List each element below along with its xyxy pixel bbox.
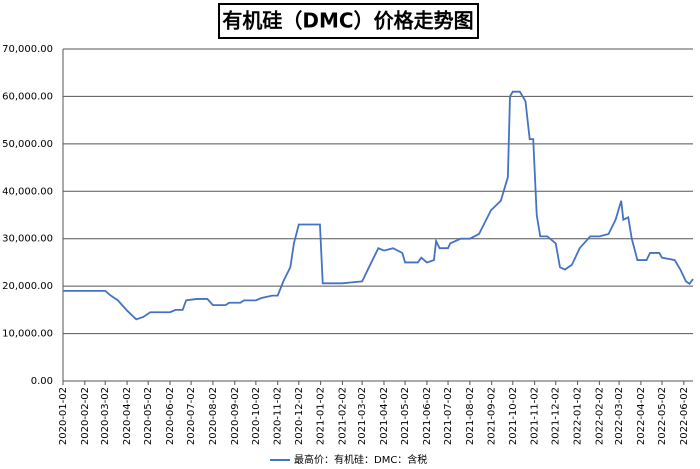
x-tick-label: 2020-10-02 — [251, 387, 262, 445]
x-tick-label: 2021-03-02 — [357, 387, 368, 445]
x-tick-label: 2020-03-02 — [100, 387, 111, 445]
x-tick-label: 2022-03-02 — [614, 387, 625, 445]
y-tick-label: 70,000.00 — [2, 44, 53, 55]
x-tick-label: 2020-04-02 — [122, 387, 133, 445]
title-box — [218, 3, 479, 39]
y-tick-label: 50,000.00 — [2, 139, 53, 150]
x-tick-label: 2020-05-02 — [143, 387, 154, 445]
x-tick-label: 2020-07-02 — [186, 387, 197, 445]
x-tick-label: 2021-02-02 — [337, 387, 348, 445]
y-tick-label: 60,000.00 — [2, 91, 53, 102]
x-tick-label: 2020-08-02 — [208, 387, 219, 445]
line-series — [63, 90, 694, 321]
y-tick-label: 30,000.00 — [2, 234, 53, 245]
x-tick-label: 2022-04-02 — [636, 387, 647, 445]
x-tick-label: 2021-09-02 — [487, 387, 498, 445]
x-tick-label: 2022-06-02 — [679, 387, 690, 445]
x-tick-label: 2020-01-02 — [58, 387, 69, 445]
x-tick-label: 2021-07-02 — [443, 387, 454, 445]
x-tick-label: 2020-06-02 — [165, 387, 176, 445]
x-tick-label: 2020-11-02 — [273, 387, 284, 445]
x-tick-label: 2021-11-02 — [530, 387, 541, 445]
legend-label: 最高价：有机硅：DMC：含税 — [294, 453, 427, 466]
x-tick-label: 2021-08-02 — [465, 387, 476, 445]
x-tick-label: 2021-12-02 — [551, 387, 562, 445]
x-tick-label: 2022-05-02 — [657, 387, 668, 445]
y-tick-label: 20,000.00 — [2, 281, 53, 292]
x-tick-label: 2021-05-02 — [400, 387, 411, 445]
x-tick-label: 2022-01-02 — [573, 387, 584, 445]
y-tick-label: 0.00 — [31, 376, 53, 387]
x-tick-label: 2021-04-02 — [379, 387, 390, 445]
y-tick-label: 40,000.00 — [2, 186, 53, 197]
x-tick-label: 2021-10-02 — [508, 387, 519, 445]
x-tick-label: 2020-12-02 — [294, 387, 305, 445]
x-tick-label: 2021-01-02 — [316, 387, 327, 445]
x-tick-label: 2022-02-02 — [594, 387, 605, 445]
y-tick-label: 10,000.00 — [2, 329, 53, 340]
x-tick-label: 2020-02-02 — [80, 387, 91, 445]
x-tick-label: 2020-09-02 — [230, 387, 241, 445]
chart-title: 有机硅（DMC）价格走势图 — [222, 9, 473, 33]
x-tick-label: 2021-06-02 — [422, 387, 433, 445]
